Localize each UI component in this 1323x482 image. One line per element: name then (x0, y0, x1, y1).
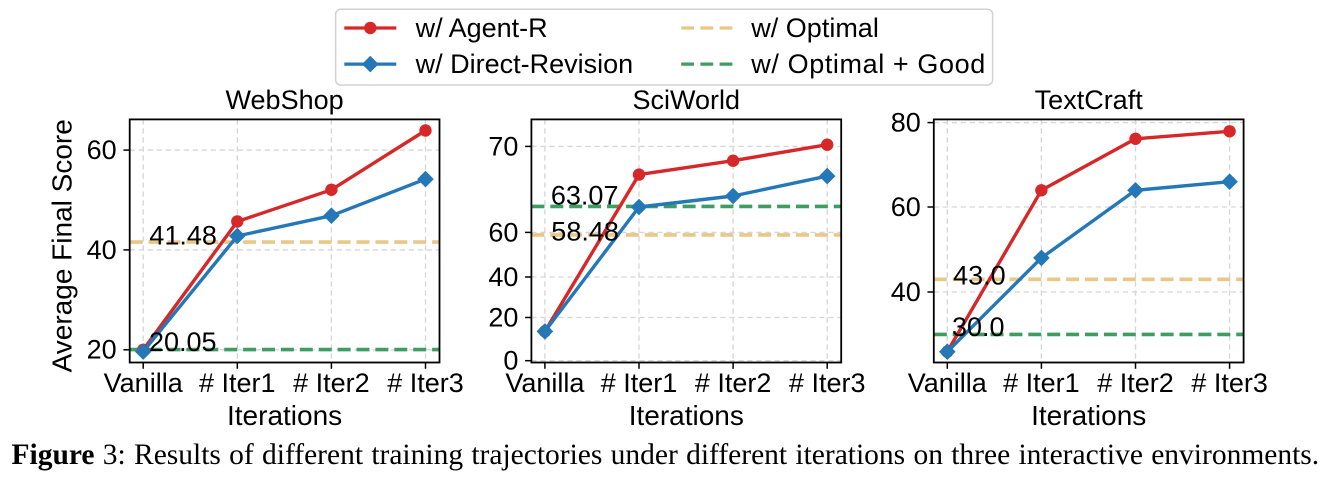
svg-text:58.48: 58.48 (551, 217, 619, 247)
svg-text:70: 70 (488, 131, 518, 161)
svg-text:Average Final Score: Average Final Score (47, 119, 78, 372)
svg-text:41.48: 41.48 (149, 221, 217, 251)
svg-text:# Iter2: # Iter2 (695, 368, 772, 398)
svg-text:30.0: 30.0 (952, 312, 1005, 342)
svg-text:# Iter2: # Iter2 (1097, 368, 1174, 398)
svg-text:63.07: 63.07 (551, 180, 619, 210)
svg-text:Iterations: Iterations (227, 400, 342, 431)
svg-text:# Iter3: # Iter3 (789, 368, 866, 398)
svg-text:w/ Optimal: w/ Optimal (750, 13, 879, 43)
svg-text:TextCraft: TextCraft (1035, 85, 1144, 115)
svg-text:40: 40 (891, 277, 921, 307)
svg-text:60: 60 (87, 135, 117, 165)
svg-text:Vanilla: Vanilla (104, 368, 184, 398)
svg-text:w/ Direct-Revision: w/ Direct-Revision (415, 49, 634, 79)
svg-text:# Iter2: # Iter2 (293, 368, 370, 398)
svg-text:w/ Agent-R: w/ Agent-R (415, 13, 548, 43)
svg-text:Vanilla: Vanilla (505, 368, 585, 398)
svg-text:# Iter3: # Iter3 (387, 368, 464, 398)
svg-text:40: 40 (488, 262, 518, 292)
svg-text:80: 80 (891, 108, 921, 138)
svg-text:Iterations: Iterations (1031, 400, 1146, 431)
svg-text:43.0: 43.0 (953, 260, 1006, 290)
svg-text:# Iter1: # Iter1 (1003, 368, 1080, 398)
svg-text:WebShop: WebShop (226, 85, 344, 115)
svg-text:60: 60 (488, 217, 518, 247)
svg-text:Vanilla: Vanilla (908, 368, 988, 398)
svg-text:# Iter1: # Iter1 (199, 368, 276, 398)
svg-text:SciWorld: SciWorld (633, 85, 741, 115)
svg-text:60: 60 (891, 192, 921, 222)
svg-text:40: 40 (87, 235, 117, 265)
svg-text:w/ Optimal + Good: w/ Optimal + Good (750, 49, 986, 79)
svg-text:# Iter3: # Iter3 (1191, 368, 1268, 398)
svg-text:0: 0 (503, 346, 518, 376)
svg-text:20: 20 (87, 335, 117, 365)
svg-text:# Iter1: # Iter1 (601, 368, 678, 398)
svg-text:20.05: 20.05 (149, 327, 217, 357)
svg-text:Iterations: Iterations (629, 400, 744, 431)
svg-text:20: 20 (488, 302, 518, 332)
